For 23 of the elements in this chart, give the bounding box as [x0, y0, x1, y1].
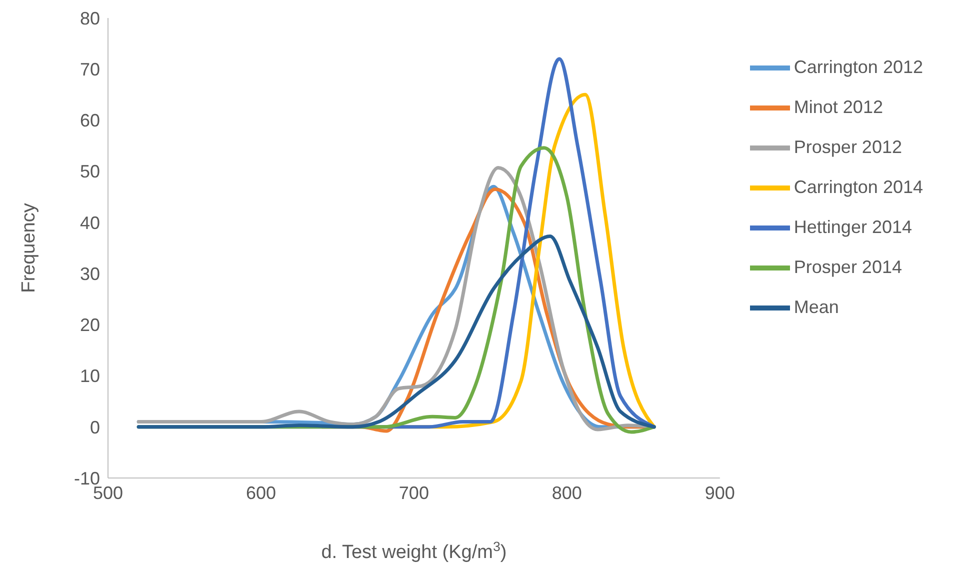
- x-tick-label: 600: [246, 482, 276, 503]
- legend-label: Hettinger 2014: [794, 216, 912, 237]
- y-tick-label: 80: [80, 8, 100, 28]
- y-tick-label: 30: [80, 264, 100, 284]
- line-series: [136, 234, 656, 429]
- x-tick-label: 900: [704, 482, 735, 503]
- y-tick-label: 40: [80, 212, 100, 233]
- y-tick-label: 20: [80, 315, 100, 336]
- legend-label: Carrington 2014: [794, 176, 923, 197]
- y-tick-label: 10: [80, 366, 100, 386]
- x-axis-title: d. Test weight (Kg/m$^{3}$): [321, 538, 507, 563]
- x-tick-label: 700: [398, 482, 429, 503]
- legend-label: Prosper 2014: [794, 256, 902, 277]
- y-tick-label: 0: [90, 417, 100, 438]
- legend-label: Minot 2012: [794, 96, 883, 117]
- legend-label: Mean: [794, 296, 839, 317]
- y-tick-label: 60: [80, 110, 100, 131]
- legend-label: Carrington 2012: [794, 56, 923, 77]
- x-tick-label: 800: [552, 482, 582, 503]
- y-tick-label: 70: [80, 60, 100, 80]
- y-tick-label: 50: [80, 162, 100, 182]
- y-axis-title: Frequency: [18, 202, 40, 293]
- legend-label: Prosper 2012: [794, 136, 902, 157]
